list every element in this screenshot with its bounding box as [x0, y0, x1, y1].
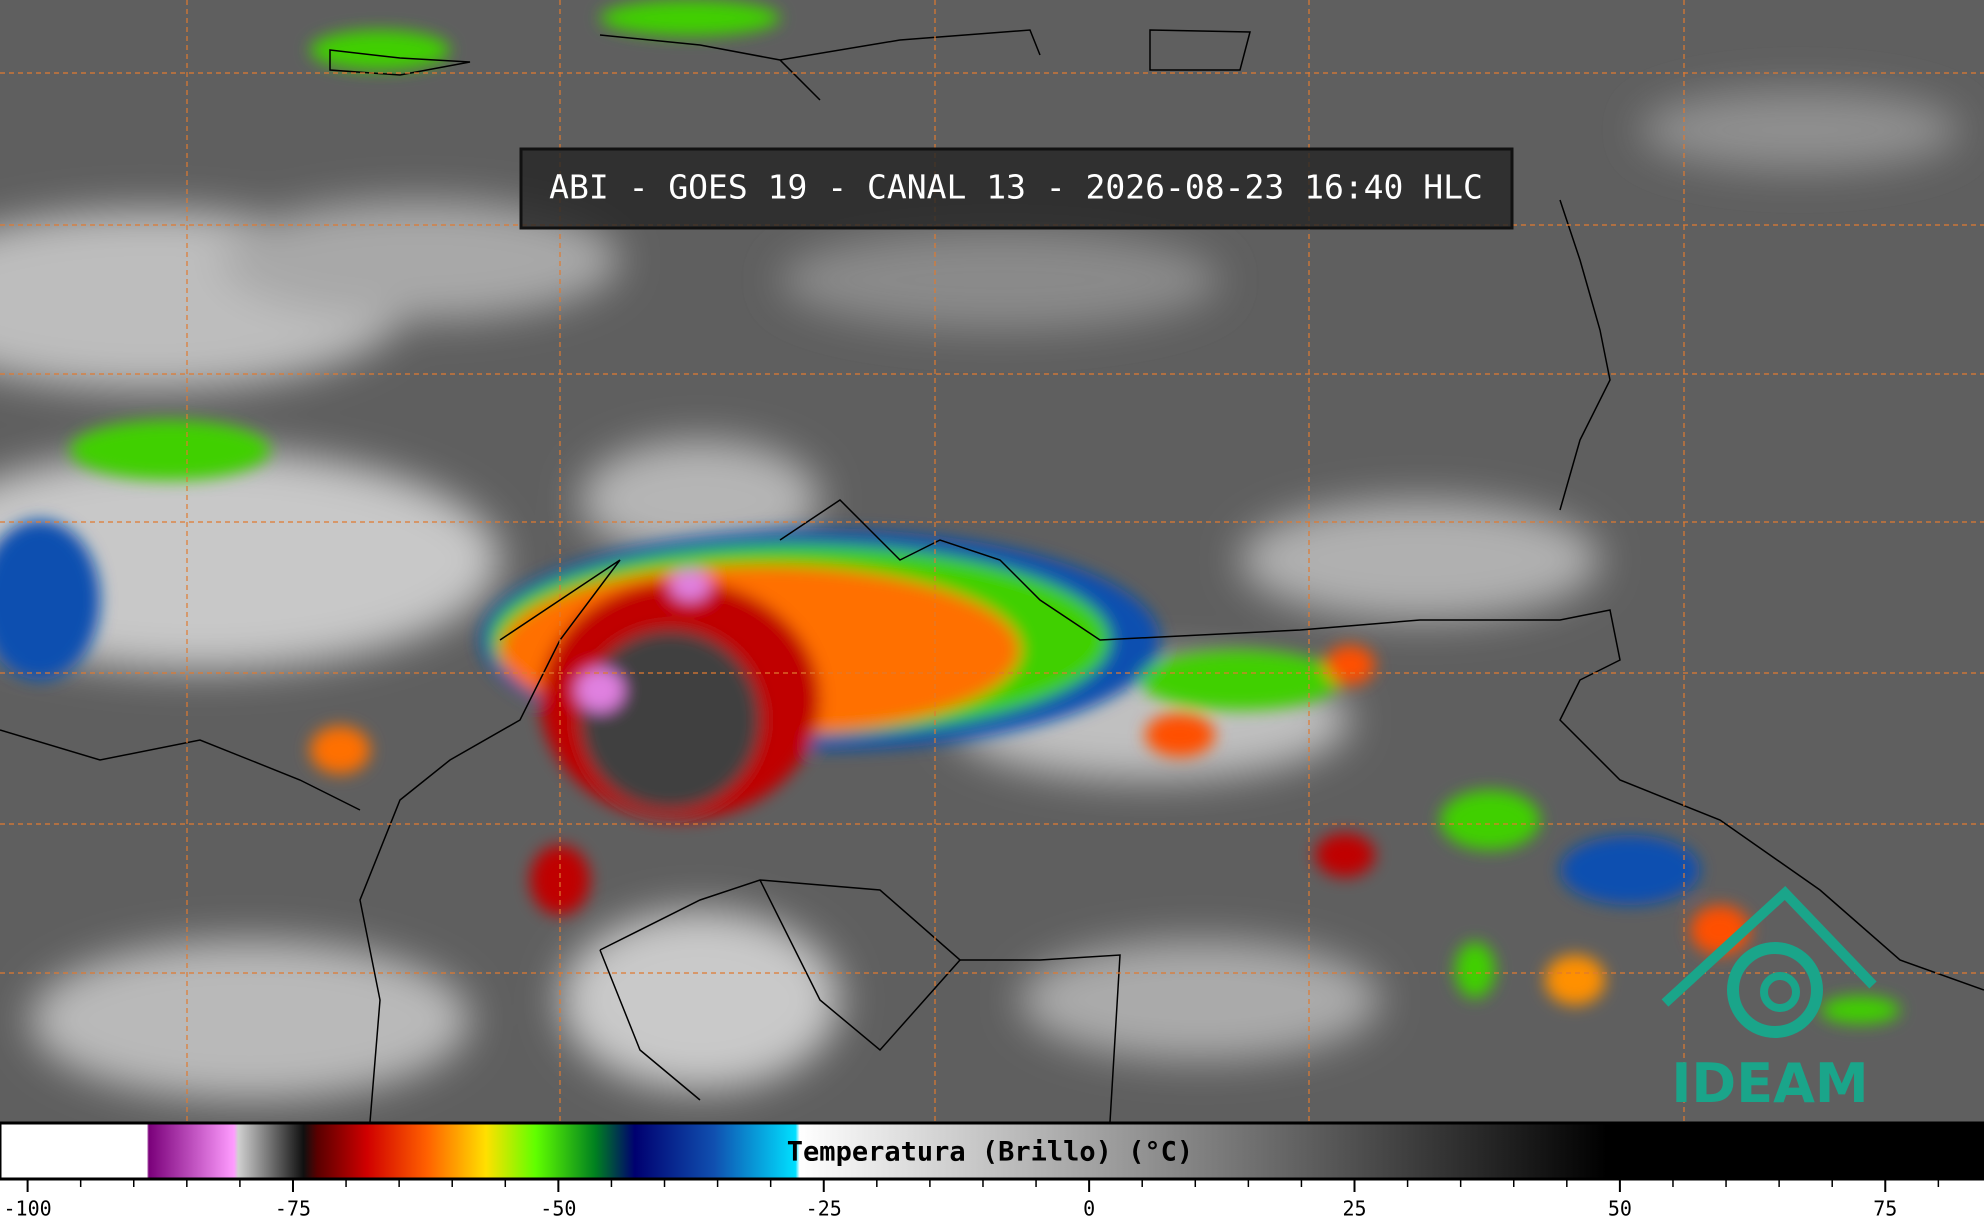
colorbar-tick-label: 25	[1342, 1197, 1366, 1221]
coastlines	[0, 29, 1984, 1123]
logo: IDEAM	[1661, 886, 1877, 1115]
colorbar-tick-label: -100	[4, 1197, 52, 1221]
colorbar-label: Temperatura (Brillo) (°C)	[787, 1137, 1193, 1168]
logo-swirl-inner	[1760, 972, 1800, 1012]
map-area: ABI - GOES 19 - CANAL 13 - 2026-08-23 16…	[0, 0, 1984, 1123]
colorbar-tick-label: 75	[1873, 1197, 1897, 1221]
colorbar-tick-label: -75	[275, 1197, 311, 1221]
colorbar: Temperatura (Brillo) (°C) -100 -75 -50 -25 0…	[0, 1121, 1984, 1222]
logo-swirl	[1727, 942, 1823, 1038]
logo-roof	[1661, 886, 1877, 1007]
colorbar-tick-label: -50	[540, 1197, 576, 1221]
colorbar-tick-label: 0	[1083, 1197, 1095, 1221]
title: ABI - GOES 19 - CANAL 13 - 2026-08-23 16…	[549, 168, 1483, 207]
convective-cells	[0, 0, 1900, 1024]
colorbar-tick-label: 50	[1608, 1197, 1632, 1221]
colorbar-tick-label: -25	[806, 1197, 842, 1221]
logo-text: IDEAM	[1671, 1052, 1868, 1115]
colorbar-gradient	[0, 1121, 1984, 1181]
title-box	[519, 147, 1514, 230]
